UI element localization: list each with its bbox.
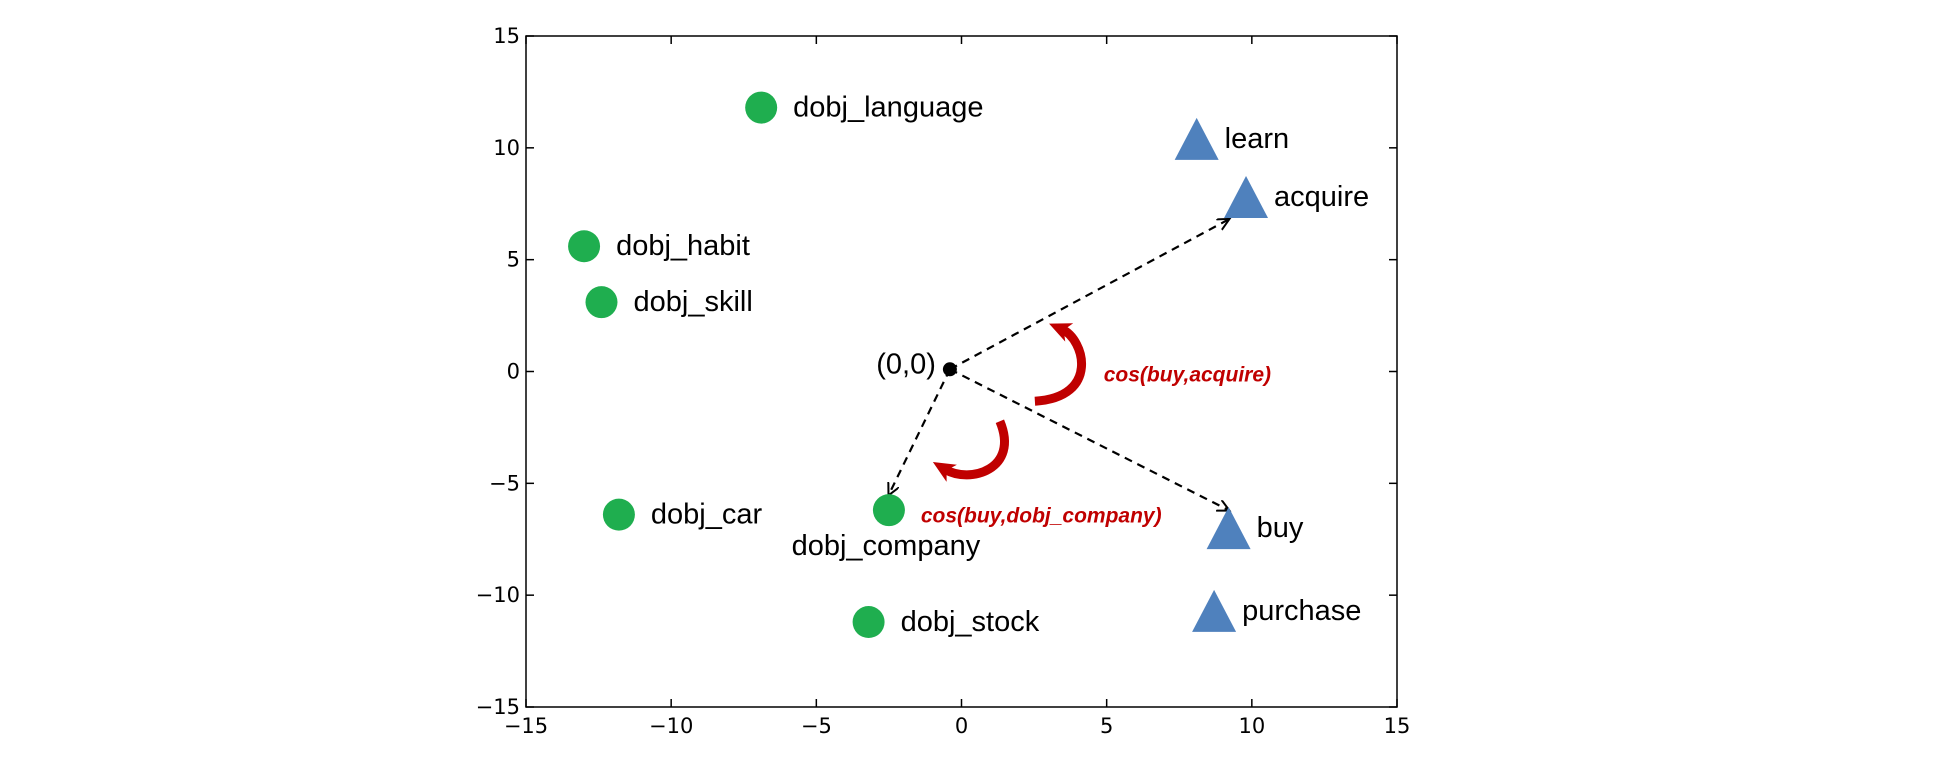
y-tick-label: 10 bbox=[493, 136, 520, 160]
y-tick-label: 15 bbox=[493, 24, 520, 48]
origin-label: (0,0) bbox=[876, 348, 936, 380]
y-tick-label: 5 bbox=[507, 248, 520, 272]
point-dobj_stock bbox=[852, 606, 885, 639]
point-label: dobj_habit bbox=[616, 230, 750, 262]
x-tick-label: 5 bbox=[1100, 714, 1113, 738]
vector-arrow bbox=[889, 368, 951, 494]
y-tick-label: −5 bbox=[489, 471, 520, 495]
origin-point bbox=[942, 362, 957, 377]
point-label: learn bbox=[1225, 123, 1290, 155]
point-dobj_habit bbox=[568, 230, 601, 263]
angle-arrow-acquire bbox=[1034, 323, 1087, 406]
point-label: purchase bbox=[1242, 595, 1361, 627]
x-tick-label: −10 bbox=[649, 714, 693, 738]
point-buy bbox=[1206, 507, 1251, 550]
point-label: dobj_car bbox=[651, 499, 763, 531]
annotation-label: cos(buy,acquire) bbox=[1104, 364, 1271, 387]
point-label: dobj_skill bbox=[633, 286, 752, 318]
x-tick-label: 15 bbox=[1384, 714, 1411, 738]
annotation-label: cos(buy,dobj_company) bbox=[921, 505, 1162, 528]
point-dobj_skill bbox=[585, 286, 618, 319]
y-tick-label: −15 bbox=[476, 695, 520, 719]
vector-arrow bbox=[949, 368, 1229, 510]
x-tick-label: 10 bbox=[1238, 714, 1265, 738]
point-purchase bbox=[1192, 589, 1237, 632]
vector-arrow bbox=[949, 219, 1229, 371]
point-label: dobj_stock bbox=[901, 606, 1040, 638]
point-dobj_company bbox=[872, 494, 905, 527]
x-tick-label: 0 bbox=[955, 714, 968, 738]
point-label: dobj_company bbox=[792, 530, 981, 562]
point-acquire bbox=[1224, 176, 1269, 219]
y-tick-label: −10 bbox=[476, 583, 520, 607]
point-label: dobj_language bbox=[793, 92, 983, 124]
x-tick-label: −15 bbox=[504, 714, 548, 738]
point-label: buy bbox=[1257, 512, 1304, 544]
angle-arrow-company bbox=[932, 419, 1009, 482]
x-tick-label: −5 bbox=[801, 714, 832, 738]
point-dobj_car bbox=[602, 498, 635, 531]
point-learn bbox=[1174, 117, 1219, 160]
point-dobj_language bbox=[745, 91, 778, 124]
point-label: acquire bbox=[1274, 181, 1369, 213]
y-tick-label: 0 bbox=[507, 360, 520, 384]
